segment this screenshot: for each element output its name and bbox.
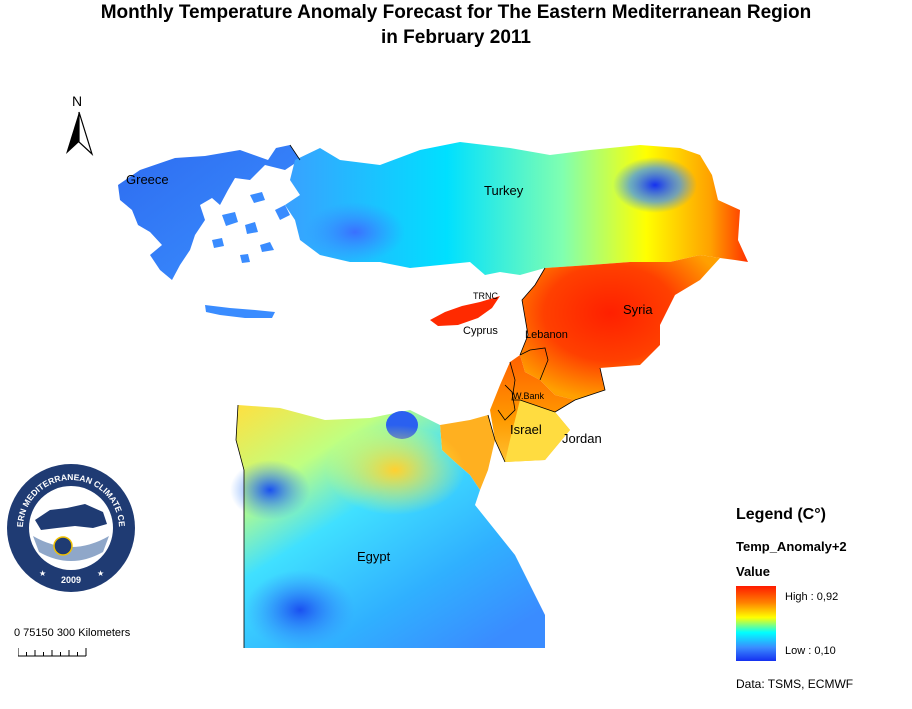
label-turkey: Turkey <box>484 183 524 198</box>
egypt-cold-core-west <box>230 460 310 520</box>
turkey-cold-core-west <box>305 202 405 262</box>
emcc-logo: EASTERN MEDITERRANEAN CLIMATE CENTRE 200… <box>5 462 135 592</box>
svg-text:★: ★ <box>97 569 104 578</box>
egypt-warm-core <box>325 425 465 515</box>
scale-label: 0 75150 300 Kilometers <box>14 627 131 639</box>
syria-region <box>520 255 720 400</box>
data-source: Data: TSMS, ECMWF <box>736 677 854 691</box>
legend-high-label: High : 0,92 <box>785 591 839 603</box>
label-trnc: TRNC <box>473 291 498 301</box>
sinai-region <box>440 415 495 490</box>
country-borders <box>235 144 606 648</box>
svg-text:★: ★ <box>39 569 46 578</box>
jordan-region <box>505 400 570 462</box>
scale-bar <box>18 648 87 657</box>
north-arrow-icon <box>66 111 94 156</box>
north-label: N <box>72 93 83 109</box>
aegean-islands <box>205 192 290 318</box>
legend-value-label: Value <box>736 564 770 579</box>
label-greece: Greece <box>126 172 169 187</box>
label-egypt: Egypt <box>357 549 391 564</box>
label-israel: Israel <box>510 422 542 437</box>
egypt-cold-core-south <box>245 570 355 650</box>
cyprus-region <box>430 296 500 326</box>
legend-low-label: Low : 0,10 <box>785 645 836 657</box>
turkey-cold-core-east <box>613 157 697 213</box>
legend-color-ramp <box>736 586 776 661</box>
label-syria: Syria <box>623 302 653 317</box>
greece-region <box>118 145 300 280</box>
logo-year: 2009 <box>61 575 81 585</box>
map-title-line1: Monthly Temperature Anomaly Forecast for… <box>100 2 812 23</box>
map-title-line2: in February 2011 <box>381 27 531 48</box>
label-cyprus: Cyprus <box>463 325 498 337</box>
label-lebanon: Lebanon <box>525 329 568 341</box>
label-jordan: Jordan <box>562 431 602 446</box>
logo-region-shape <box>35 504 107 530</box>
logo-emblem-icon <box>53 536 73 556</box>
legend-field-name: Temp_Anomaly+2 <box>736 539 847 554</box>
legend-title: Legend (C°) <box>736 506 826 523</box>
label-wbank: W.Bank <box>513 391 545 401</box>
